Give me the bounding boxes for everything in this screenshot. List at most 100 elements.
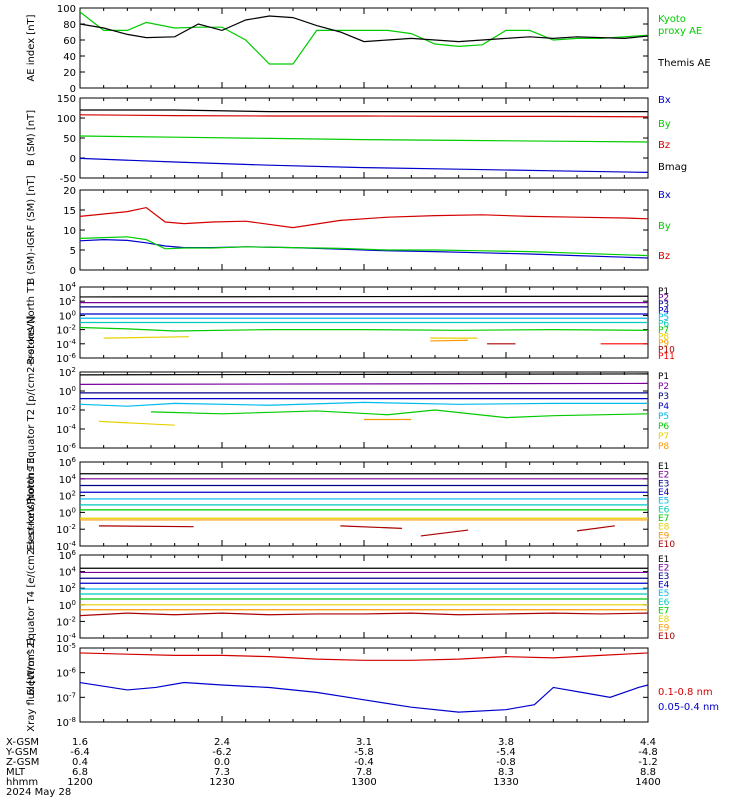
footer-value: 7.8: [356, 767, 372, 778]
legend-label: E8: [658, 523, 670, 533]
footer-value: 3.8: [498, 737, 514, 748]
y-tick-label: 60: [63, 36, 76, 47]
footer-row-label: X-GSM: [6, 737, 39, 748]
series-line-p7: [79, 326, 649, 332]
y-tick-label: 10-2: [56, 324, 76, 337]
footer-row-label: Y-GSM: [5, 747, 38, 758]
y-axis-label: Xray flux [W/m^2]: [26, 638, 37, 732]
legend-label: E2: [658, 471, 669, 481]
series-line-e10: [420, 529, 469, 537]
y-tick-label: 20: [63, 186, 76, 197]
footer-row-label: 2024 May 28: [6, 787, 71, 798]
series-line-bmag: [80, 109, 648, 113]
series-line-0-05-0-4-nm: [79, 681, 649, 713]
series-line-e10: [98, 525, 194, 528]
y-tick-label: 0: [70, 154, 76, 165]
legend-label: E4: [658, 488, 670, 498]
y-tick-label: 100: [59, 506, 76, 519]
y-tick-label: 104: [59, 473, 77, 486]
series-line-p1: [79, 295, 649, 298]
y-tick-label: 0: [70, 84, 76, 95]
legend-label: P7: [658, 432, 669, 442]
footer-value: 1330: [493, 777, 518, 788]
y-tick-label: 100: [59, 599, 76, 612]
legend-label: P4: [658, 307, 669, 317]
panel-xray: 10-8 10-7 10-6 10-5 Xray flux [W/m^2]: [26, 638, 649, 732]
y-tick-label: 10-2: [56, 615, 76, 628]
legend-label: P1: [658, 372, 669, 382]
legend-label: E7: [658, 514, 669, 524]
series-line-p8: [103, 336, 189, 339]
legend-label: E1: [658, 462, 669, 472]
y-tick-label: 10-8: [56, 716, 76, 729]
footer-value: -5.4: [496, 747, 516, 758]
panel-ee: 10-4 10-2 100 102 104 106 Electrons Equator T4…: [26, 498, 649, 695]
legend-label: P11: [658, 352, 675, 362]
panel-frame: [79, 7, 649, 89]
footer-value: -0.4: [354, 757, 374, 768]
footer-value: 0.0: [214, 757, 230, 768]
footer-value: 1400: [635, 777, 660, 788]
y-tick-label: 80: [63, 20, 76, 31]
footer-value: -6.2: [212, 747, 232, 758]
y-tick-label: 150: [57, 94, 76, 105]
legend-label: By: [658, 221, 671, 232]
y-tick-label: 102: [59, 490, 76, 503]
legend-label: P10: [658, 346, 675, 356]
legend-label: E5: [658, 497, 669, 507]
series-line-p6: [150, 409, 649, 419]
legend-label: E8: [658, 615, 670, 625]
y-tick-label: -50: [60, 174, 76, 185]
legend-label: P3: [658, 300, 669, 310]
footer-value: 6.8: [72, 767, 88, 778]
legend-label: Bz: [658, 140, 670, 151]
series-line-themis-ae: [79, 15, 649, 43]
legend-label: Bmag: [658, 162, 687, 173]
panel-frame: [79, 461, 649, 547]
panel-ae: 0 20 40 60 80 100 AE index [nT]: [26, 4, 649, 95]
legend-label: proxy AE: [658, 26, 702, 37]
y-tick-label: 10-4: [56, 423, 76, 436]
y-tick-label: 10: [63, 226, 76, 237]
series-line-p5: [79, 401, 648, 407]
y-tick-label: 0: [70, 266, 76, 277]
footer-row-label: MLT: [6, 767, 26, 778]
legend-label: P3: [658, 392, 669, 402]
panel-frame: [79, 554, 649, 639]
series-line-kyoto-proxy-ae: [79, 11, 649, 65]
y-tick-label: 10-6: [56, 352, 76, 365]
y-axis-label: Protons North T1: [26, 280, 37, 364]
panel-digrf: 0 5 10 15 20 B (SM)-IGRF (SM) [nT]: [26, 175, 649, 285]
series-line-p2: [79, 382, 649, 385]
panel-en: 10-4 10-2 100 102 104 106 Electrons North T3: [26, 456, 649, 553]
y-tick-label: 106: [59, 456, 77, 469]
legend-label: E4: [658, 581, 670, 591]
panel-bsm: -50 0 50 100 150 B (SM) [nT]: [26, 94, 649, 185]
series-line-bz: [79, 206, 649, 229]
footer-value: 1.6: [72, 737, 88, 748]
panel-frame: [79, 647, 649, 723]
y-tick-label: 5: [70, 246, 76, 257]
y-axis-label: AE index [nT]: [26, 14, 37, 81]
panel-frame: [79, 189, 649, 271]
y-axis-label: Electrons North T3: [26, 457, 37, 550]
series-line-by: [79, 135, 649, 143]
series-line-by: [79, 236, 649, 257]
legend-label: Kyoto: [658, 14, 686, 25]
footer-value: 8.8: [640, 767, 656, 778]
legend-label: E3: [658, 479, 669, 489]
y-tick-label: 10-2: [56, 523, 76, 536]
y-axis-label: Protons Equator T2 [p/(cm2-s-sr-keV)]: [26, 315, 37, 504]
legend-label: By: [658, 119, 671, 130]
legend-label: E5: [658, 589, 669, 599]
series-line-p9: [430, 339, 469, 342]
series-line-bx: [79, 157, 649, 173]
footer-value: 1200: [67, 777, 92, 788]
y-tick-label: 10-5: [56, 642, 76, 655]
legend-label: P7: [658, 326, 669, 336]
legend-label: 0.1-0.8 nm: [658, 687, 713, 698]
legend-label: P4: [658, 402, 669, 412]
y-tick-label: 10-4: [56, 632, 76, 645]
